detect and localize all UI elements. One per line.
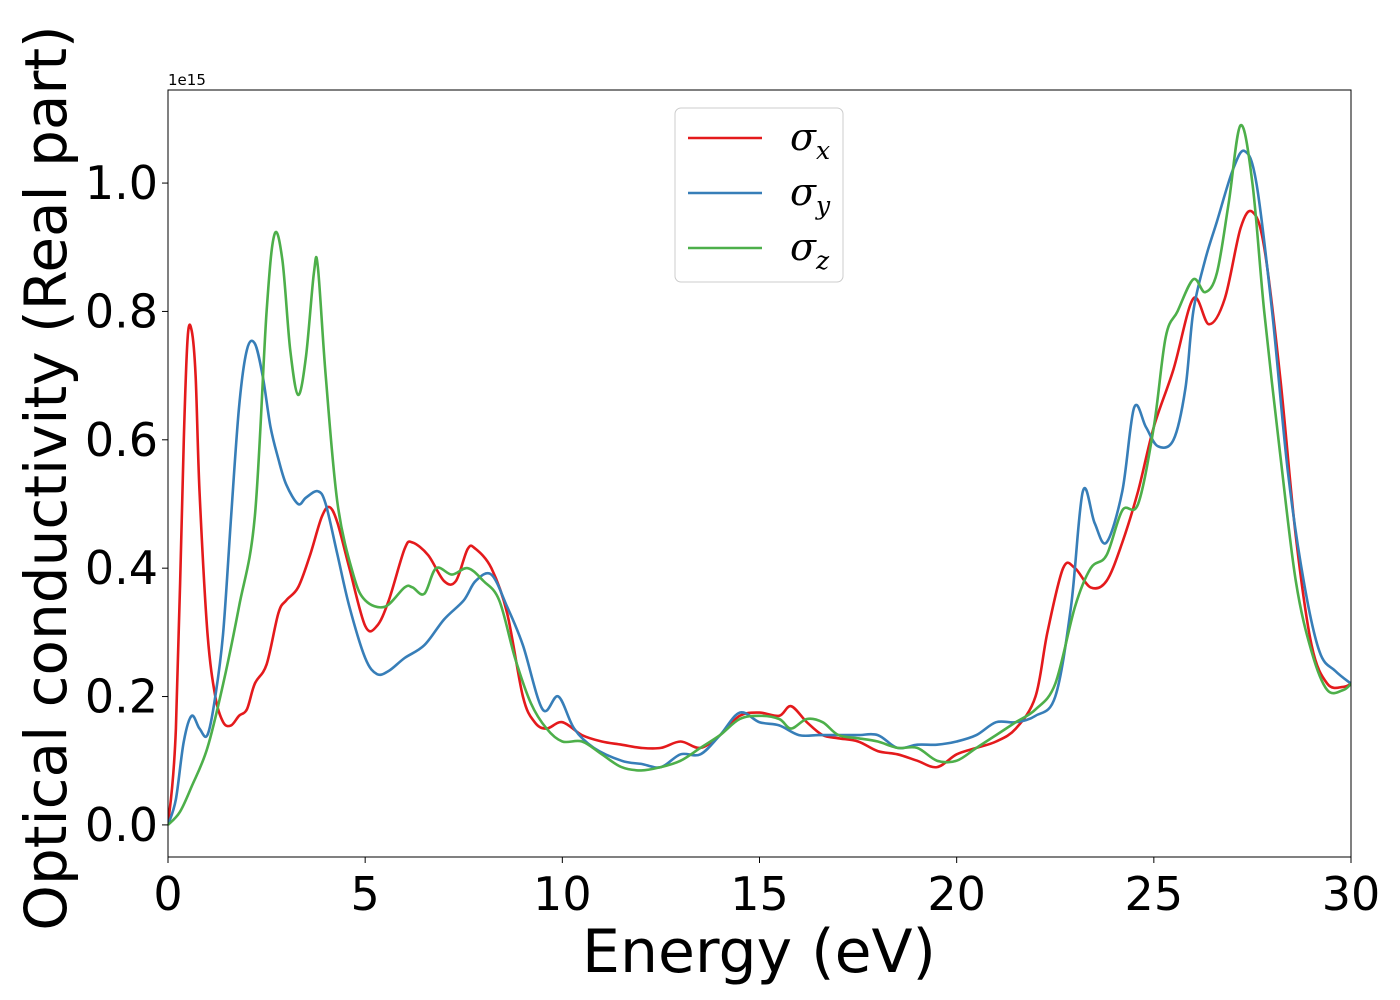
x-tick-label: 30	[1322, 867, 1381, 921]
y-tick-label: 0.4	[85, 541, 158, 595]
y-tick-label: 0.6	[85, 413, 158, 467]
y-tick-label: 1.0	[85, 156, 158, 210]
x-tick-label: 15	[730, 867, 789, 921]
y-tick-label: 0.2	[85, 670, 158, 724]
x-tick-label: 25	[1125, 867, 1184, 921]
x-tick-label: 0	[153, 867, 182, 921]
y-axis-label: Optical conductivity (Real part)	[12, 25, 80, 930]
y-offset-text: 1e15	[168, 71, 206, 89]
x-axis-label: Energy (eV)	[582, 917, 936, 987]
legend-box	[674, 107, 844, 283]
y-tick-label: 0.8	[85, 284, 158, 338]
x-tick-label: 20	[927, 867, 986, 921]
x-axis-ticks: 0 5 10 15 20 25 30	[153, 857, 1380, 921]
series-layer	[168, 123, 1351, 826]
y-tick-label: 0.0	[85, 798, 158, 852]
x-tick-label: 10	[533, 867, 592, 921]
series-line-y	[168, 149, 1351, 826]
x-tick-label: 5	[351, 867, 380, 921]
y-axis-ticks: 0.0 0.2 0.4 0.6 0.8 1.0	[85, 156, 168, 852]
series-line-z	[168, 123, 1351, 826]
